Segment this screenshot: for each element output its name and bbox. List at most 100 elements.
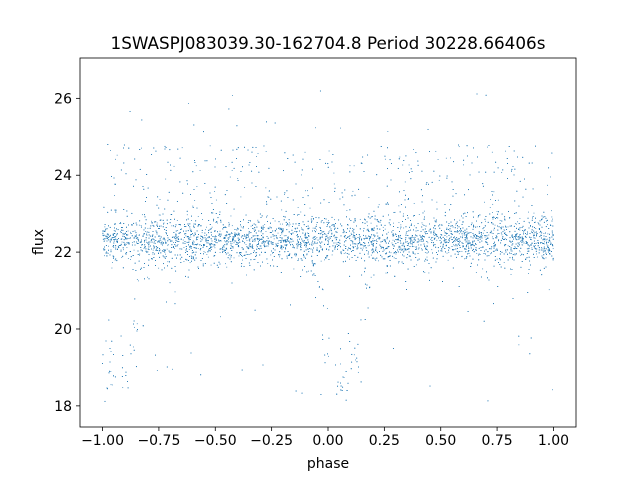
data-point — [483, 230, 485, 232]
data-point — [245, 244, 247, 245]
data-point — [387, 231, 389, 233]
data-point — [531, 247, 533, 249]
data-point — [262, 241, 264, 243]
data-point — [376, 250, 378, 252]
data-point — [331, 254, 333, 256]
data-point — [509, 241, 511, 242]
data-point — [548, 289, 550, 291]
data-point — [305, 238, 307, 239]
data-point — [309, 207, 311, 209]
data-point — [491, 232, 493, 234]
data-point — [394, 211, 396, 213]
data-point — [229, 254, 231, 256]
data-point — [279, 235, 281, 236]
data-point — [167, 245, 169, 247]
data-point — [228, 239, 229, 240]
data-point — [191, 256, 193, 258]
data-point — [403, 213, 404, 215]
data-point — [415, 246, 417, 248]
data-point — [398, 205, 400, 207]
data-point — [433, 234, 434, 236]
data-point — [165, 178, 167, 180]
data-point — [434, 237, 436, 239]
data-point — [398, 222, 400, 224]
data-point — [108, 245, 109, 247]
data-point — [343, 252, 345, 254]
data-point — [360, 236, 361, 238]
data-point — [367, 245, 369, 247]
data-point — [431, 249, 433, 251]
data-point — [335, 239, 337, 241]
data-point — [125, 238, 127, 240]
data-point — [522, 244, 524, 246]
data-point — [194, 200, 196, 201]
data-point — [400, 251, 401, 253]
data-point — [392, 239, 394, 241]
data-point — [499, 219, 501, 221]
data-point — [242, 259, 243, 261]
data-point — [534, 247, 536, 249]
data-point — [106, 251, 108, 253]
data-point — [140, 225, 142, 226]
data-point — [549, 254, 551, 255]
data-point — [211, 226, 213, 228]
data-point — [487, 146, 488, 148]
data-point — [510, 273, 512, 275]
data-point — [410, 238, 412, 240]
data-point — [418, 214, 420, 215]
data-point — [182, 239, 184, 241]
data-point — [551, 210, 552, 212]
data-point — [501, 226, 502, 228]
data-point — [191, 244, 193, 245]
data-point — [246, 254, 248, 255]
data-point — [147, 227, 149, 229]
data-point — [331, 232, 333, 234]
data-point — [426, 245, 427, 247]
data-point — [520, 237, 522, 239]
data-point — [517, 246, 519, 247]
data-point — [307, 228, 308, 230]
data-point — [230, 241, 232, 243]
data-point — [550, 176, 551, 178]
data-point — [400, 247, 402, 249]
data-point — [393, 257, 395, 259]
data-point — [367, 225, 368, 227]
data-point — [173, 165, 175, 167]
data-point — [480, 232, 482, 234]
data-point — [288, 225, 290, 227]
data-point — [515, 223, 517, 225]
data-point — [424, 271, 426, 273]
data-point — [356, 247, 358, 249]
data-point — [288, 222, 290, 224]
data-point — [296, 242, 298, 244]
data-point — [125, 254, 127, 255]
data-point — [387, 131, 389, 132]
data-point — [552, 248, 554, 250]
data-point — [505, 150, 506, 152]
data-point — [281, 233, 283, 235]
data-point — [378, 204, 380, 206]
data-point — [242, 256, 243, 258]
data-point — [121, 241, 123, 243]
data-point — [114, 195, 115, 197]
data-point — [440, 245, 441, 247]
data-point — [146, 241, 147, 243]
data-point — [436, 239, 438, 241]
data-point — [400, 228, 401, 230]
chart-title: 1SWASPJ083039.30-162704.8 Period 30228.6… — [111, 33, 546, 53]
data-point — [526, 236, 527, 238]
data-point — [159, 199, 161, 200]
data-point — [224, 235, 226, 237]
data-point — [478, 236, 480, 238]
data-point — [477, 216, 479, 218]
data-point — [263, 236, 264, 238]
data-point — [422, 223, 424, 225]
data-point — [377, 260, 379, 262]
data-point — [314, 230, 315, 232]
data-point — [518, 242, 520, 244]
data-point — [270, 254, 272, 256]
data-point — [271, 243, 273, 245]
data-point — [340, 127, 341, 129]
data-point — [352, 231, 354, 232]
data-point — [482, 268, 484, 270]
